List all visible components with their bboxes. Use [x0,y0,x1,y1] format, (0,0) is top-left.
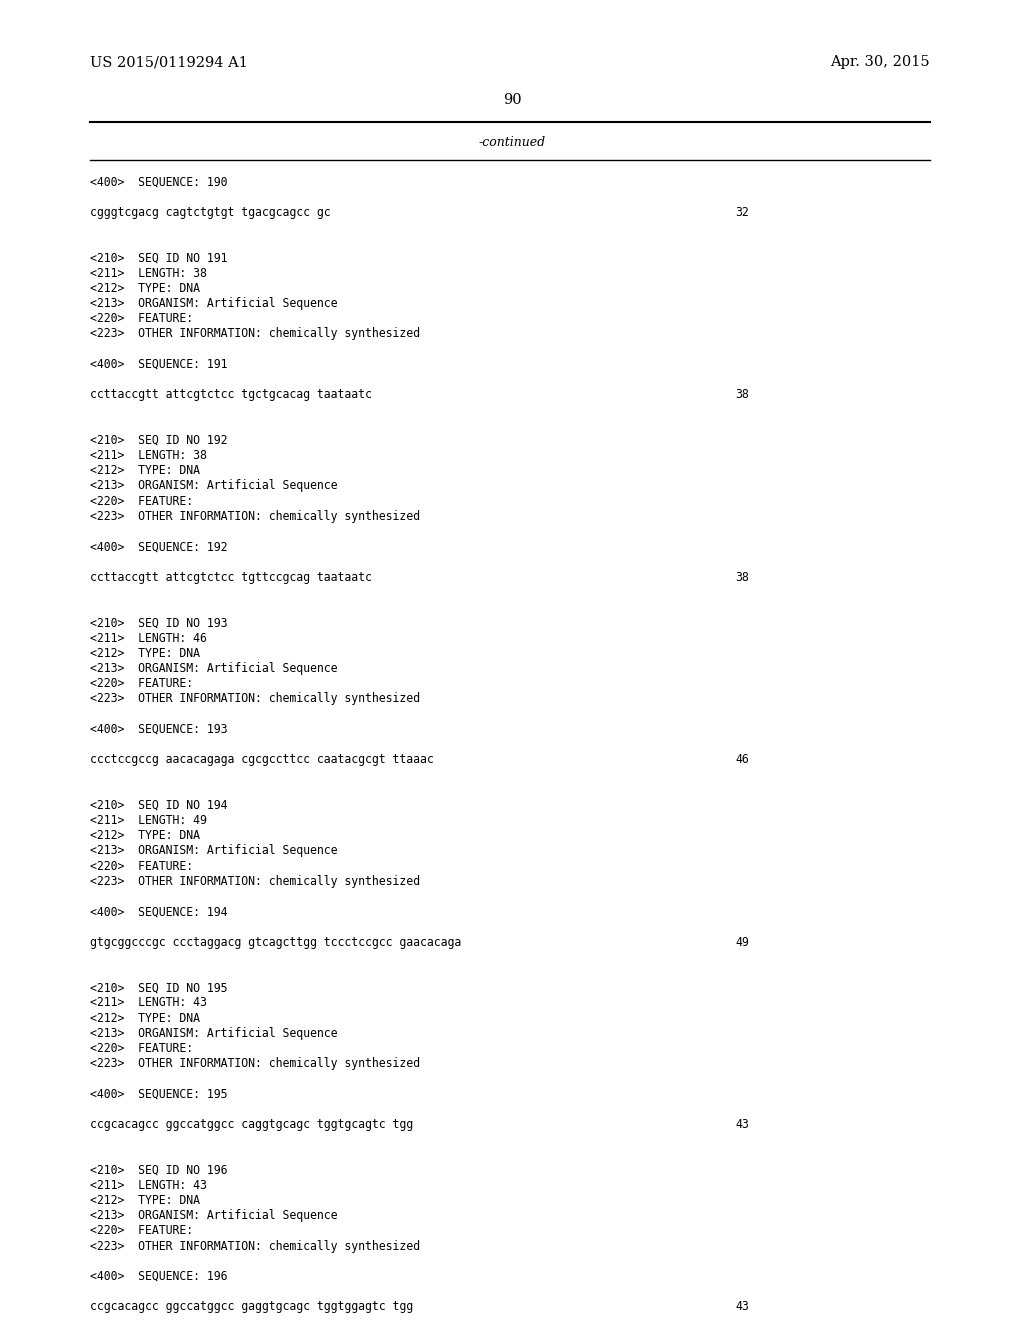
Text: <212>  TYPE: DNA: <212> TYPE: DNA [90,1011,200,1024]
Text: <211>  LENGTH: 43: <211> LENGTH: 43 [90,1179,207,1192]
Text: <210>  SEQ ID NO 192: <210> SEQ ID NO 192 [90,434,227,447]
Text: <223>  OTHER INFORMATION: chemically synthesized: <223> OTHER INFORMATION: chemically synt… [90,692,420,705]
Text: ccttaccgtt attcgtctcc tgttccgcag taataatc: ccttaccgtt attcgtctcc tgttccgcag taataat… [90,570,372,583]
Text: <210>  SEQ ID NO 191: <210> SEQ ID NO 191 [90,252,227,264]
Text: <223>  OTHER INFORMATION: chemically synthesized: <223> OTHER INFORMATION: chemically synt… [90,327,420,341]
Text: <213>  ORGANISM: Artificial Sequence: <213> ORGANISM: Artificial Sequence [90,845,338,857]
Text: 90: 90 [503,92,521,107]
Text: cgggtcgacg cagtctgtgt tgacgcagcc gc: cgggtcgacg cagtctgtgt tgacgcagcc gc [90,206,331,219]
Text: <223>  OTHER INFORMATION: chemically synthesized: <223> OTHER INFORMATION: chemically synt… [90,510,420,523]
Text: <210>  SEQ ID NO 193: <210> SEQ ID NO 193 [90,616,227,630]
Text: <211>  LENGTH: 49: <211> LENGTH: 49 [90,814,207,826]
Text: 46: 46 [735,754,749,766]
Text: <210>  SEQ ID NO 196: <210> SEQ ID NO 196 [90,1163,227,1176]
Text: Apr. 30, 2015: Apr. 30, 2015 [830,55,930,69]
Text: <212>  TYPE: DNA: <212> TYPE: DNA [90,829,200,842]
Text: <212>  TYPE: DNA: <212> TYPE: DNA [90,465,200,478]
Text: <213>  ORGANISM: Artificial Sequence: <213> ORGANISM: Artificial Sequence [90,479,338,492]
Text: <220>  FEATURE:: <220> FEATURE: [90,313,194,325]
Text: 32: 32 [735,206,749,219]
Text: <223>  OTHER INFORMATION: chemically synthesized: <223> OTHER INFORMATION: chemically synt… [90,1057,420,1071]
Text: <400>  SEQUENCE: 194: <400> SEQUENCE: 194 [90,906,227,919]
Text: ccctccgccg aacacagaga cgcgccttcc caatacgcgt ttaaac: ccctccgccg aacacagaga cgcgccttcc caatacg… [90,754,434,766]
Text: <223>  OTHER INFORMATION: chemically synthesized: <223> OTHER INFORMATION: chemically synt… [90,1239,420,1253]
Text: <212>  TYPE: DNA: <212> TYPE: DNA [90,647,200,660]
Text: <211>  LENGTH: 46: <211> LENGTH: 46 [90,631,207,644]
Text: <400>  SEQUENCE: 191: <400> SEQUENCE: 191 [90,358,227,371]
Text: gtgcggcccgc ccctaggacg gtcagcttgg tccctccgcc gaacacaga: gtgcggcccgc ccctaggacg gtcagcttgg tccctc… [90,936,461,949]
Text: 49: 49 [735,936,749,949]
Text: <210>  SEQ ID NO 194: <210> SEQ ID NO 194 [90,799,227,812]
Text: -continued: -continued [478,136,546,149]
Text: <220>  FEATURE:: <220> FEATURE: [90,677,194,690]
Text: <212>  TYPE: DNA: <212> TYPE: DNA [90,282,200,294]
Text: ccttaccgtt attcgtctcc tgctgcacag taataatc: ccttaccgtt attcgtctcc tgctgcacag taataat… [90,388,372,401]
Text: <400>  SEQUENCE: 196: <400> SEQUENCE: 196 [90,1270,227,1283]
Text: <220>  FEATURE:: <220> FEATURE: [90,1225,194,1237]
Text: 43: 43 [735,1300,749,1313]
Text: 38: 38 [735,388,749,401]
Text: ccgcacagcc ggccatggcc gaggtgcagc tggtggagtc tgg: ccgcacagcc ggccatggcc gaggtgcagc tggtgga… [90,1300,413,1313]
Text: ccgcacagcc ggccatggcc caggtgcagc tggtgcagtc tgg: ccgcacagcc ggccatggcc caggtgcagc tggtgca… [90,1118,413,1131]
Text: <211>  LENGTH: 38: <211> LENGTH: 38 [90,449,207,462]
Text: <213>  ORGANISM: Artificial Sequence: <213> ORGANISM: Artificial Sequence [90,297,338,310]
Text: 43: 43 [735,1118,749,1131]
Text: US 2015/0119294 A1: US 2015/0119294 A1 [90,55,248,69]
Text: <211>  LENGTH: 43: <211> LENGTH: 43 [90,997,207,1010]
Text: <220>  FEATURE:: <220> FEATURE: [90,495,194,508]
Text: 38: 38 [735,570,749,583]
Text: <210>  SEQ ID NO 195: <210> SEQ ID NO 195 [90,981,227,994]
Text: <220>  FEATURE:: <220> FEATURE: [90,1041,194,1055]
Text: <400>  SEQUENCE: 192: <400> SEQUENCE: 192 [90,540,227,553]
Text: <213>  ORGANISM: Artificial Sequence: <213> ORGANISM: Artificial Sequence [90,1209,338,1222]
Text: <400>  SEQUENCE: 193: <400> SEQUENCE: 193 [90,723,227,735]
Text: <400>  SEQUENCE: 190: <400> SEQUENCE: 190 [90,176,227,189]
Text: <220>  FEATURE:: <220> FEATURE: [90,859,194,873]
Text: <213>  ORGANISM: Artificial Sequence: <213> ORGANISM: Artificial Sequence [90,1027,338,1040]
Text: <212>  TYPE: DNA: <212> TYPE: DNA [90,1193,200,1206]
Text: <213>  ORGANISM: Artificial Sequence: <213> ORGANISM: Artificial Sequence [90,661,338,675]
Text: <211>  LENGTH: 38: <211> LENGTH: 38 [90,267,207,280]
Text: <400>  SEQUENCE: 195: <400> SEQUENCE: 195 [90,1088,227,1101]
Text: <223>  OTHER INFORMATION: chemically synthesized: <223> OTHER INFORMATION: chemically synt… [90,875,420,888]
